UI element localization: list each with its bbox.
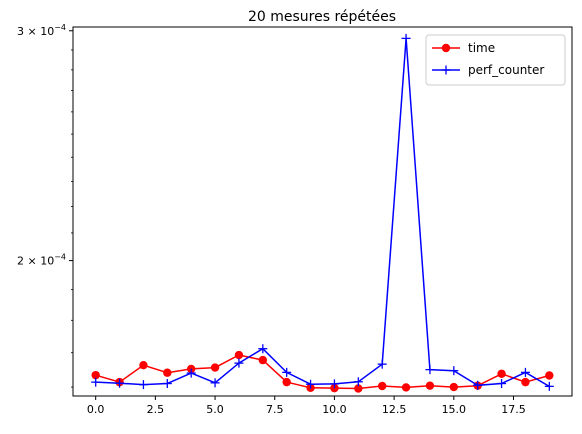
data-point <box>425 365 435 375</box>
data-point <box>163 368 172 377</box>
series-perf_counter <box>91 33 554 391</box>
x-tick-label: 5.0 <box>206 403 224 416</box>
data-point <box>449 382 459 392</box>
data-point <box>186 368 196 378</box>
x-tick-label: 15.0 <box>442 403 467 416</box>
data-point <box>162 379 172 389</box>
data-point <box>520 367 530 377</box>
data-point <box>258 355 268 365</box>
data-point <box>115 378 125 388</box>
x-tick-label: 2.5 <box>147 403 165 416</box>
plot-area <box>73 27 572 396</box>
legend-box <box>425 34 566 86</box>
data-point <box>401 383 411 392</box>
series-line <box>95 38 550 388</box>
data-point <box>210 378 220 388</box>
legend-label: time <box>468 41 495 55</box>
legend-item-perf_counter: perf_counter <box>432 63 544 77</box>
chart-title: 20 mesures répétées <box>248 9 396 25</box>
data-point <box>210 363 220 372</box>
data-point <box>544 381 554 391</box>
plot-frame <box>72 26 573 397</box>
data-point <box>234 358 244 368</box>
data-point <box>377 359 387 369</box>
data-point <box>497 379 507 389</box>
x-tick-label: 10.0 <box>322 403 347 416</box>
data-point <box>258 344 268 354</box>
data-point <box>139 360 148 370</box>
data-point <box>377 381 387 391</box>
y-tick-label: 3 × 10−4 <box>17 23 66 38</box>
data-point <box>138 380 148 390</box>
data-point <box>329 379 339 389</box>
data-point <box>354 384 363 393</box>
data-point <box>234 350 244 360</box>
data-point <box>353 377 363 387</box>
legend-label: perf_counter <box>468 63 544 77</box>
x-tick-label: 7.5 <box>266 403 284 416</box>
data-point <box>306 379 316 389</box>
data-point <box>401 33 411 43</box>
data-point <box>91 377 101 387</box>
legend: time perf_counter <box>425 34 566 86</box>
data-point <box>425 381 435 390</box>
data-point <box>282 377 291 387</box>
data-point <box>282 367 292 377</box>
data-point <box>545 371 554 380</box>
data-point <box>91 370 100 380</box>
x-tick-label: 17.5 <box>501 403 526 416</box>
legend-item-time: time <box>432 41 495 55</box>
data-point <box>449 366 459 376</box>
y-tick-label: 2 × 10−4 <box>17 253 66 268</box>
x-tick-label: 12.5 <box>382 403 407 416</box>
data-point <box>521 377 530 387</box>
series-layer <box>91 33 554 393</box>
axis-layer: 0.0 2.5 5.0 7.5 10.0 12.5 15.0 17.5 2 × 10−4 3 × … <box>17 23 526 416</box>
data-point <box>497 369 506 378</box>
x-tick-label: 0.0 <box>87 403 105 416</box>
data-point <box>473 380 483 390</box>
